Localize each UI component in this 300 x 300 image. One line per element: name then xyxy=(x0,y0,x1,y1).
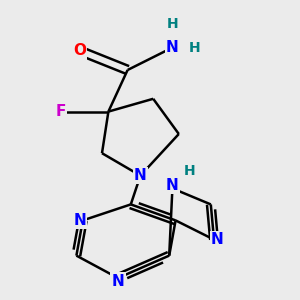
Text: N: N xyxy=(166,178,179,193)
Text: O: O xyxy=(73,43,86,58)
Text: N: N xyxy=(112,274,124,289)
Text: H: H xyxy=(189,40,201,55)
Text: F: F xyxy=(55,104,66,119)
Text: H: H xyxy=(167,16,178,31)
Text: N: N xyxy=(166,40,179,55)
Text: N: N xyxy=(211,232,224,247)
Text: N: N xyxy=(134,168,147,183)
Text: N: N xyxy=(73,213,86,228)
Text: H: H xyxy=(184,164,196,178)
